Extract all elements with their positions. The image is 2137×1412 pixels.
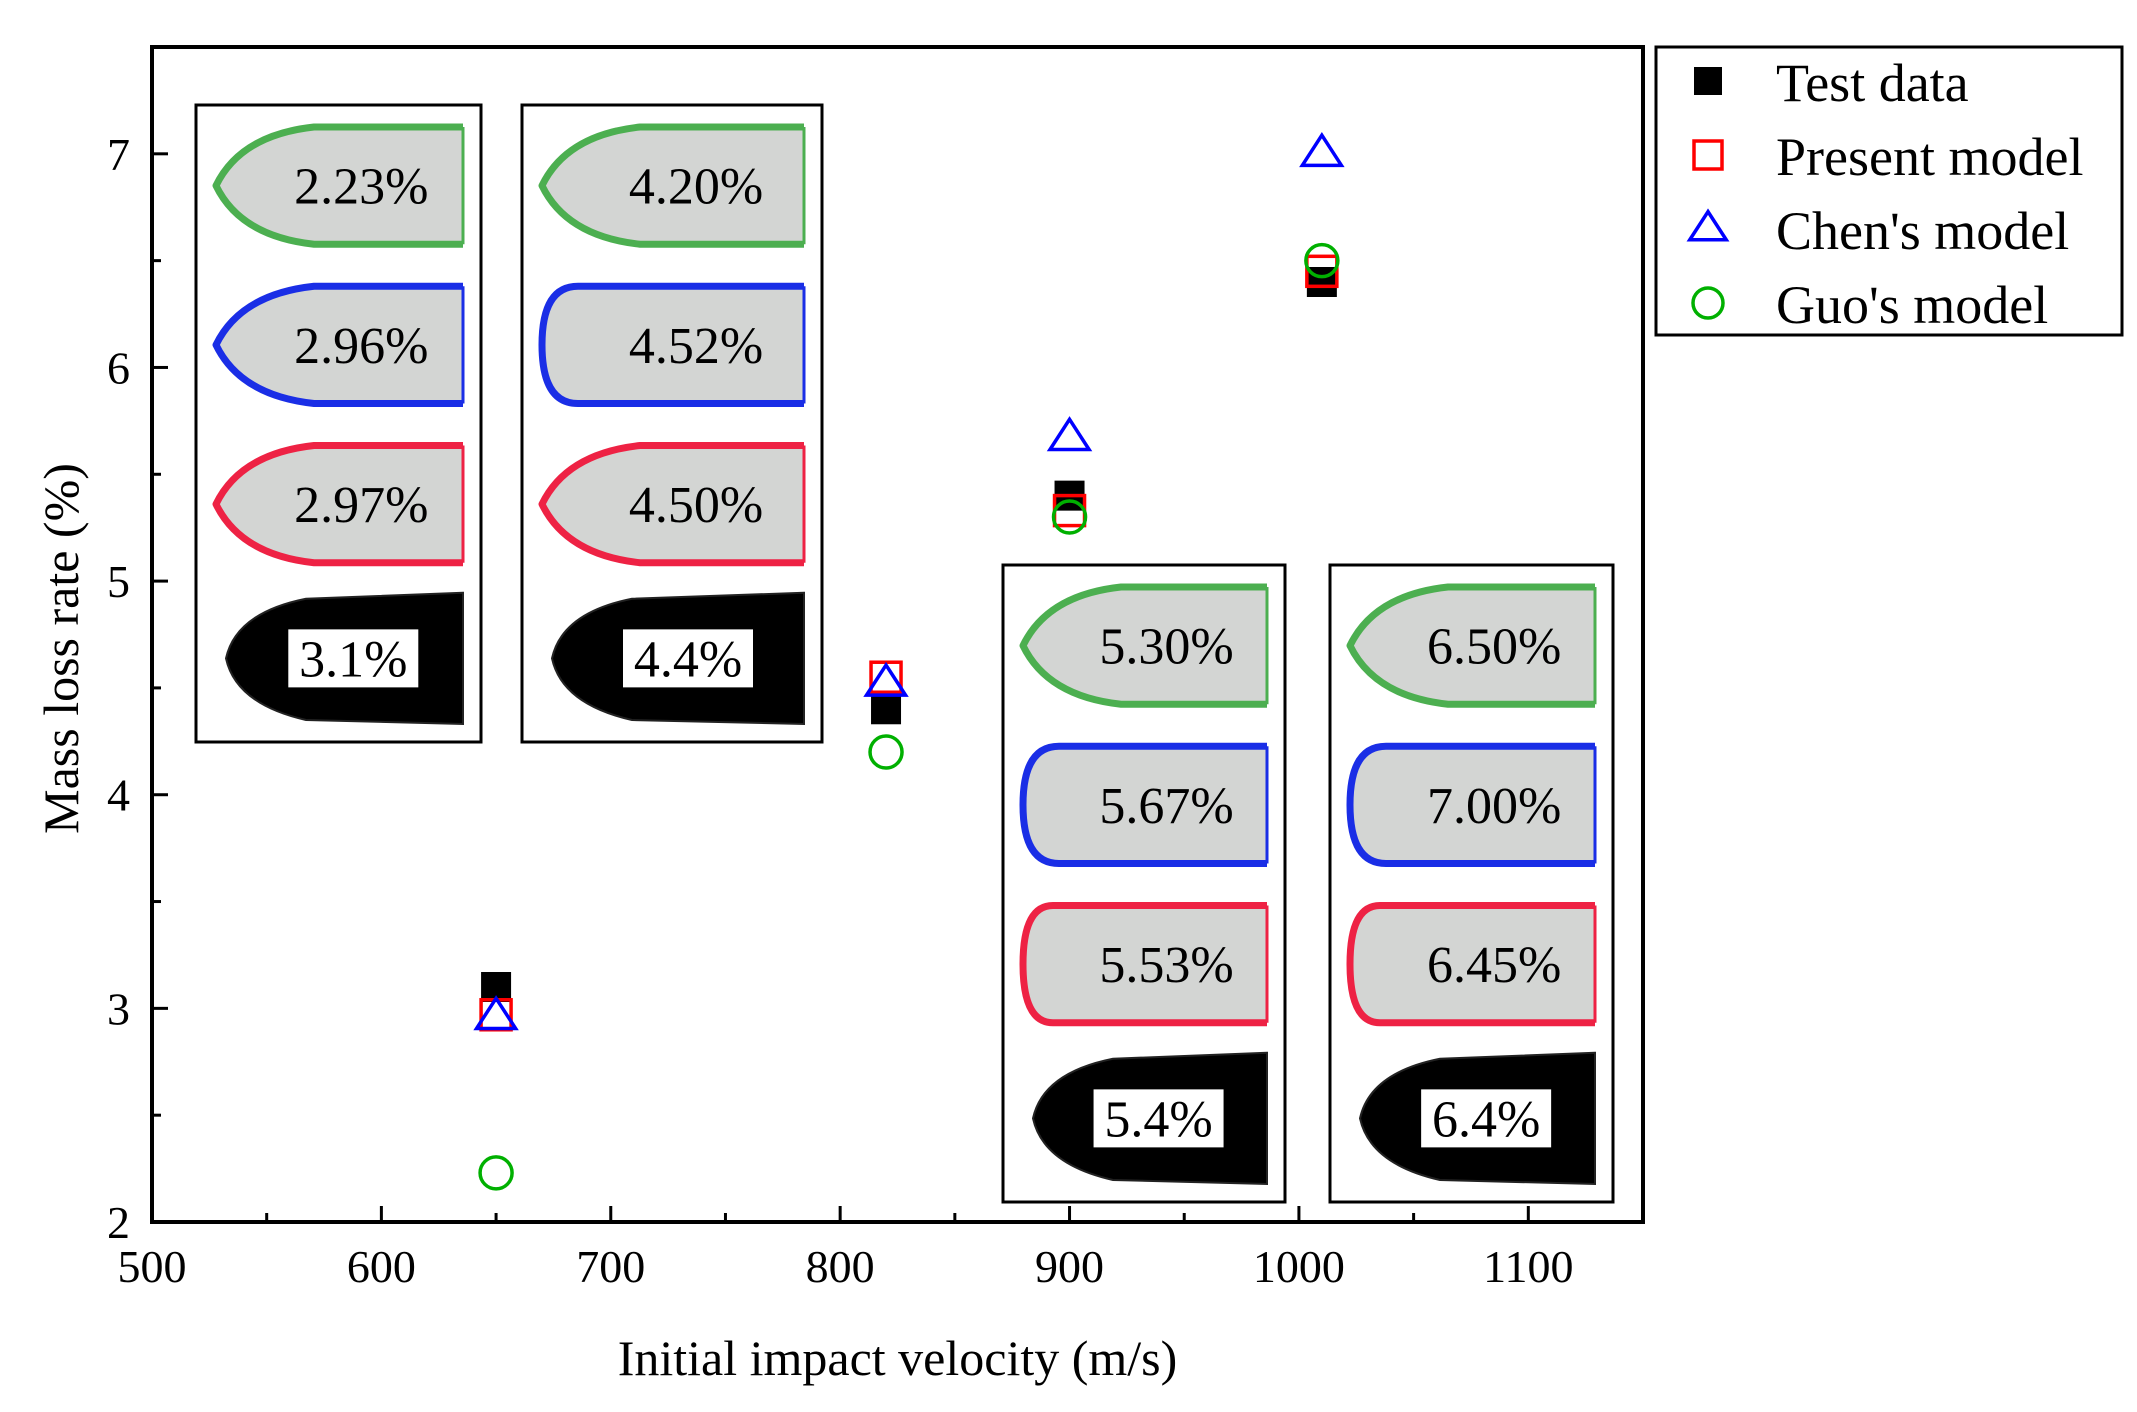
- x-tick-label: 1000: [1253, 1241, 1345, 1292]
- legend-chen-model-marker: [1686, 208, 1730, 242]
- legend-test-data-marker: [1694, 67, 1722, 95]
- inset-value-label: 2.23%: [294, 159, 428, 216]
- axes-layer: 500 600 700 800 900 1000 1100 2 3 4 5 6 7 Initial imp…: [33, 45, 1645, 1386]
- y-tick-label: 4: [107, 770, 130, 821]
- inset-value-label: 4.20%: [629, 159, 763, 216]
- chen-model-point: [1046, 416, 1093, 452]
- guo-model-point: [478, 1155, 514, 1191]
- projectile-shape-fill: [1023, 746, 1267, 864]
- legend-guo-model-label: Guo's model: [1776, 275, 2048, 335]
- inset-value-label: 5.67%: [1099, 778, 1233, 835]
- projectile-shape-fill: [1350, 746, 1595, 864]
- projectile-shape-fill: [542, 445, 804, 563]
- y-tick-label: 3: [107, 983, 130, 1034]
- projectile-outline: [1346, 742, 1595, 867]
- inset-value-label: 2.97%: [294, 477, 428, 534]
- legend-chen-model-label: Chen's model: [1776, 201, 2069, 261]
- projectile-shape-fill: [542, 286, 804, 404]
- projectile-outline: [1019, 902, 1267, 1027]
- projectile-shape-fill: [1023, 905, 1267, 1023]
- x-axis-title: Initial impact velocity (m/s): [618, 1330, 1178, 1386]
- legend-test-data-label: Test data: [1776, 53, 1969, 113]
- inset-test-value-label: 5.4%: [1104, 1091, 1212, 1148]
- chen-model-point: [1299, 132, 1345, 168]
- chen-model-point: [863, 661, 909, 697]
- guo-model-point: [1051, 499, 1088, 535]
- legend-guo-model-marker: [1691, 286, 1725, 320]
- y-axis-title: Mass loss rate (%): [33, 463, 89, 834]
- y-tick-label: 6: [107, 342, 130, 393]
- inset-value-label: 6.50%: [1427, 619, 1561, 676]
- plot-frame: [150, 45, 1645, 1224]
- projectile-shape-fill: [1350, 587, 1595, 705]
- projectile-outline: [1346, 583, 1595, 708]
- chen-model-point: [473, 995, 519, 1031]
- projectile-shape-fill: [1350, 905, 1595, 1023]
- projectile-outline: [1019, 742, 1267, 867]
- legend-test-data: Test data: [1694, 53, 1969, 113]
- x-tick-label: 800: [806, 1241, 875, 1292]
- projectile-outline: [212, 442, 463, 567]
- series-guo-model: [478, 242, 1340, 1191]
- inset-test-label-box: [1421, 1089, 1552, 1148]
- x-tick-label: 700: [576, 1241, 645, 1292]
- inset-test-label-box: [623, 629, 753, 688]
- inset-test-label-box: [1093, 1089, 1224, 1148]
- test-data-point: [871, 694, 902, 725]
- markers-layer: [473, 132, 1345, 1191]
- projectile-shape-fill: [542, 127, 804, 245]
- inset-value-label: 5.53%: [1099, 937, 1233, 994]
- guo-model-point: [1304, 242, 1340, 279]
- projectile-outline: [538, 282, 804, 407]
- inset-panel-4: 6.50% 7.00% 6.45% 6.4%: [1328, 563, 1615, 1204]
- inset-test-value-label: 4.4%: [634, 631, 742, 688]
- legend-present-model-label: Present model: [1776, 127, 2083, 187]
- projectile-shape-fill: [216, 286, 463, 404]
- series-chen-model: [473, 132, 1345, 1031]
- legend-present-model-marker: [1692, 139, 1724, 171]
- legend-frame: [1654, 45, 2124, 337]
- x-tick-label: 600: [347, 1241, 416, 1292]
- x-tick-label: 1100: [1483, 1241, 1573, 1292]
- projectile-outline: [212, 282, 463, 407]
- inset-test-label-box: [288, 629, 419, 688]
- y-tick-label: 7: [107, 129, 130, 180]
- projectile-outline: [538, 123, 804, 248]
- projectile-shape-fill: [216, 445, 463, 563]
- projectile-outline: [538, 442, 804, 567]
- legend-guo-model: Guo's model: [1691, 275, 2048, 335]
- projectile-shape-fill: [216, 127, 463, 245]
- inset-test-value-label: 6.4%: [1432, 1091, 1540, 1148]
- inset-value-label: 2.96%: [294, 318, 428, 375]
- inset-panel-3: 5.30% 5.67% 5.53% 5.4%: [1001, 563, 1287, 1204]
- inset-value-label: 7.00%: [1427, 778, 1561, 835]
- y-tick-label: 2: [107, 1197, 130, 1248]
- projectile-shape-fill: [1023, 587, 1267, 705]
- legend-chen-model: Chen's model: [1686, 201, 2069, 261]
- guo-model-point: [868, 734, 904, 770]
- inset-value-label: 5.30%: [1099, 619, 1233, 676]
- y-tick-label: 5: [107, 556, 130, 607]
- projectile-outline: [1346, 902, 1595, 1027]
- present-model-point: [1305, 254, 1339, 289]
- legend: Test data Present model Chen's model Guo's …: [1654, 45, 2124, 337]
- insets-layer: 2.23% 2.96% 2.97% 3.1% 4.20% 4.52% 4.50% 4.4% 5.…: [194, 103, 1615, 1204]
- inset-panel-1: 2.23% 2.96% 2.97% 3.1%: [194, 103, 483, 744]
- projectile-outline: [1019, 583, 1267, 708]
- x-tick-label: 900: [1035, 1241, 1104, 1292]
- inset-value-label: 4.52%: [629, 318, 763, 375]
- projectile-outline: [212, 123, 463, 248]
- inset-panel-2: 4.20% 4.52% 4.50% 4.4%: [520, 103, 824, 744]
- inset-value-label: 4.50%: [629, 477, 763, 534]
- x-tick-label: 500: [118, 1241, 187, 1292]
- inset-value-label: 6.45%: [1427, 937, 1561, 994]
- inset-test-value-label: 3.1%: [299, 631, 407, 688]
- legend-present-model: Present model: [1692, 127, 2083, 187]
